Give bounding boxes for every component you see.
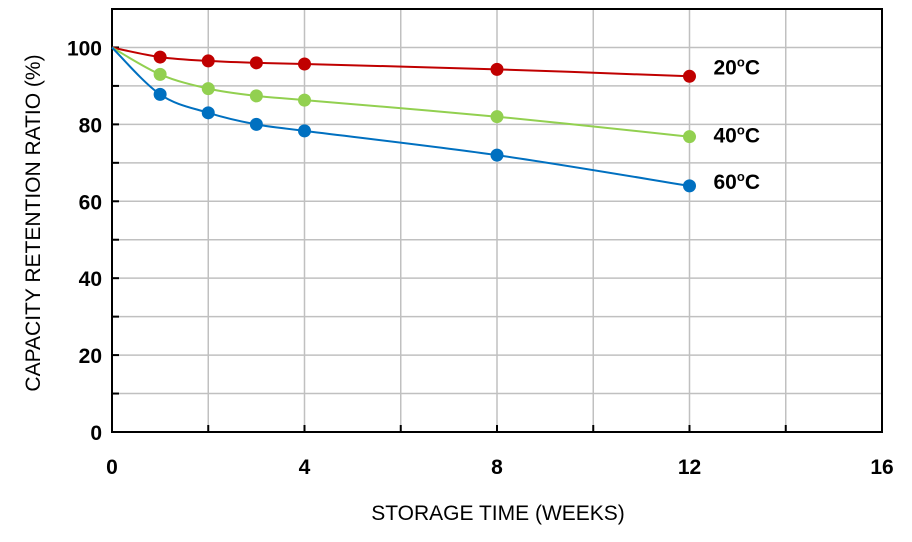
x-tick-label: 8 [491, 456, 503, 479]
data-point-60c [298, 124, 311, 138]
data-point-40c [249, 89, 263, 103]
data-point-60c [153, 87, 167, 101]
y-tick-label: 80 [79, 114, 102, 137]
x-tick-labels: 0 4 8 12 16 [106, 456, 894, 479]
y-axis-title: CAPACITY RETENTION RATIO (%) [22, 54, 45, 391]
data-point-40c [201, 82, 215, 96]
series-layer: 20oC 40oC 60oC [111, 46, 760, 194]
y-tick-label: 0 [90, 422, 102, 445]
x-tick-label: 12 [678, 456, 701, 479]
data-point-40c [490, 110, 504, 124]
data-point-20c [298, 57, 311, 71]
series-label-20c: 20oC [714, 54, 760, 79]
y-tick-label: 40 [79, 268, 102, 291]
data-point-20c [683, 69, 696, 83]
x-tick-label: 16 [870, 456, 893, 479]
data-point-60c [249, 117, 263, 131]
data-point-20c [249, 56, 263, 70]
x-axis-title: STORAGE TIME (WEEKS) [371, 502, 625, 525]
y-tick-label: 100 [67, 37, 102, 60]
series-label-60c: 60oC [714, 169, 760, 194]
data-point-20c [490, 62, 504, 76]
data-point-40c [683, 130, 696, 144]
axes [111, 8, 883, 433]
y-tick-label: 60 [79, 191, 102, 214]
data-point-20c [201, 54, 215, 68]
series-line-20c [111, 46, 690, 78]
data-point-60c [490, 148, 504, 162]
x-tick-label: 4 [299, 456, 311, 479]
y-tick-labels: 0 20 40 60 80 100 [67, 37, 102, 445]
x-tick-label: 0 [106, 456, 118, 479]
data-point-60c [201, 106, 215, 120]
y-tick-label: 20 [79, 345, 102, 368]
data-point-20c [153, 50, 167, 64]
series-line-40c [111, 46, 690, 138]
data-point-40c [298, 93, 311, 107]
data-point-40c [153, 67, 167, 81]
data-point-60c [683, 179, 696, 193]
series-label-40c: 40oC [714, 123, 760, 148]
